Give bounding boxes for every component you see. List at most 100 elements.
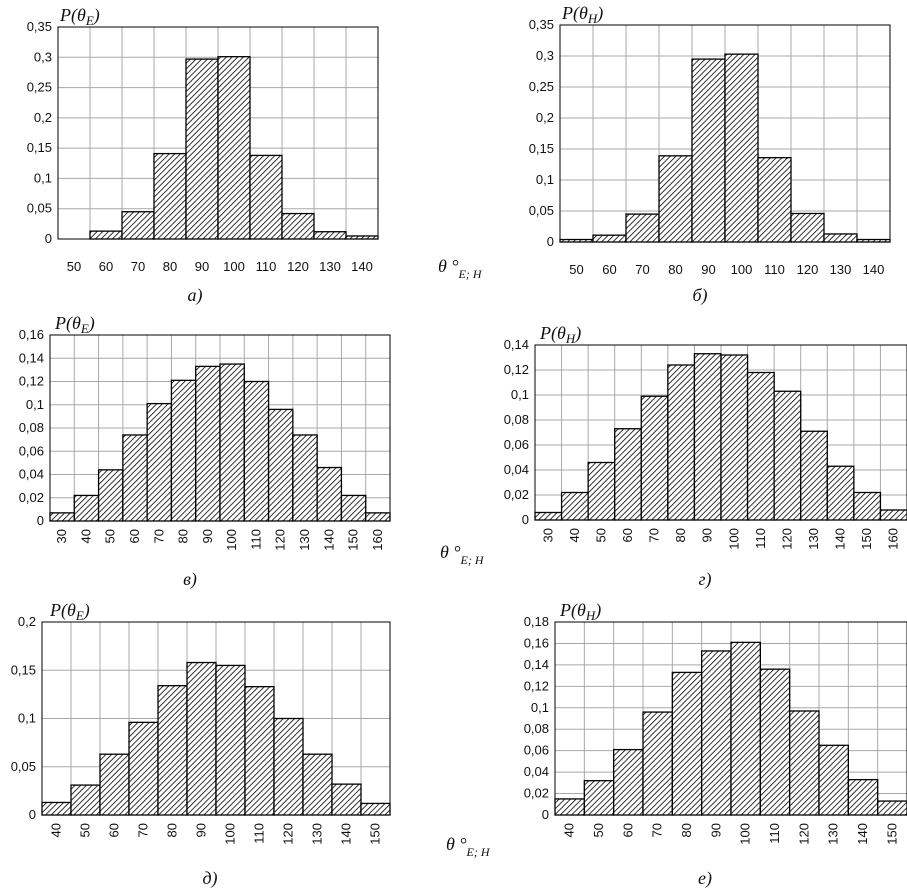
- chart-title-close: ): [596, 3, 603, 24]
- bar-70: [642, 711, 673, 816]
- chart-panel-0: 0 0,05 0,1 0,15 0,2 0,25 0,3 0,35 50 60 70 80 90 100 1…: [27, 5, 379, 306]
- bar-70: [640, 395, 669, 521]
- x-tick-label: 150: [346, 529, 361, 551]
- y-tick-label: 0,04: [19, 467, 44, 482]
- x-tick-label: 70: [635, 262, 649, 277]
- x-tick-label: 100: [726, 528, 741, 550]
- x-tick-label: 120: [281, 823, 296, 845]
- bar-40: [73, 494, 100, 522]
- chart-title-close: ): [93, 5, 100, 26]
- y-tick-label: 0,06: [504, 437, 529, 452]
- chart-panel-4: 0 0,05 0,1 0,15 0,2 40 50 60 70 80 90 100 110 120 130 1…: [11, 600, 391, 889]
- x-tick-label: 70: [136, 823, 151, 837]
- y-tick-label: 0,05: [529, 203, 554, 218]
- x-tick-label: 30: [54, 529, 69, 543]
- x-tick-label: 60: [602, 262, 616, 277]
- y-tick-label: 0,12: [504, 362, 529, 377]
- chart-title-close: ): [574, 323, 581, 344]
- bar-40: [41, 801, 72, 816]
- y-tick-label: 0,08: [504, 412, 529, 427]
- bar-90: [691, 58, 726, 243]
- x-tick-label: 110: [256, 259, 277, 274]
- y-tick-label: 0,06: [19, 443, 44, 458]
- bar-120: [790, 212, 825, 243]
- x-unit-subscript: E; H: [460, 553, 485, 567]
- x-tick-label: 130: [319, 259, 341, 274]
- y-tick-label: 0,2: [536, 110, 554, 125]
- y-tick-label: 0,1: [536, 172, 554, 187]
- bar-120: [789, 710, 820, 816]
- chart-title: P(θE): [54, 313, 95, 336]
- x-tick-label: 50: [67, 259, 81, 274]
- chart-title-close: ): [83, 600, 90, 621]
- x-tick-label: 140: [321, 529, 336, 551]
- chart-title-base: P(θ: [59, 5, 86, 26]
- x-tick-label: 140: [855, 823, 870, 845]
- y-tick-label: 0: [547, 234, 554, 249]
- y-tick-label: 0,05: [11, 759, 36, 774]
- bar-100: [720, 354, 749, 521]
- y-tick-label: 0: [37, 513, 44, 528]
- x-tick-label: 130: [826, 823, 841, 845]
- bar-60: [89, 230, 123, 240]
- bar-150: [340, 494, 367, 522]
- bar-150: [360, 802, 391, 816]
- y-tick-label: 0,2: [18, 614, 36, 629]
- chart-title-base: P(θ: [559, 600, 586, 621]
- x-tick-label: 150: [884, 823, 899, 845]
- x-tick-label: 80: [165, 823, 180, 837]
- chart-panel-3: 0 0,02 0,04 0,06 0,08 0,1 0,12 0,14 30 40 50 60 70 80…: [504, 323, 907, 590]
- x-tick-label: 90: [701, 262, 715, 277]
- chart-title-close: ): [594, 600, 601, 621]
- x-tick-label: 100: [738, 823, 753, 845]
- y-tick-label: 0,15: [529, 141, 554, 156]
- panel-caption: д): [202, 868, 217, 889]
- y-tick-label: 0: [542, 807, 549, 822]
- bar-70: [146, 402, 173, 522]
- bar-130: [313, 231, 347, 240]
- bar-90: [195, 365, 221, 522]
- chart-panel-2: 0 0,02 0,04 0,06 0,08 0,1 0,12 0,14 0,16 30 40 50 60…: [19, 313, 391, 590]
- y-tick-label: 0,14: [524, 657, 549, 672]
- chart-title-subscript: H: [587, 11, 598, 26]
- x-tick-label: 80: [668, 262, 682, 277]
- x-tick-label: 130: [830, 262, 852, 277]
- y-tick-label: 0,35: [529, 17, 554, 32]
- bar-120: [273, 717, 304, 816]
- y-tick-label: 0,05: [27, 201, 52, 216]
- panel-caption: в): [183, 569, 197, 590]
- x-tick-label: 130: [297, 529, 312, 551]
- y-tick-label: 0,15: [27, 140, 52, 155]
- x-tick-label: 110: [252, 823, 267, 844]
- chart-title-subscript: E: [80, 321, 89, 336]
- chart-title-base: P(θ: [54, 313, 81, 334]
- x-tick-label: 100: [223, 823, 238, 845]
- chart-title-base: P(θ: [49, 600, 76, 621]
- y-tick-label: 0,3: [536, 48, 554, 63]
- bar-40: [554, 798, 585, 816]
- y-tick-label: 0,3: [34, 49, 52, 64]
- x-tick-label: 120: [287, 259, 309, 274]
- x-tick-label: 60: [620, 823, 635, 837]
- panel-caption: е): [698, 868, 712, 889]
- chart-title: P(θH): [539, 323, 581, 346]
- x-unit-subscript: E; H: [458, 267, 483, 281]
- y-tick-label: 0,1: [18, 711, 36, 726]
- chart-title-subscript: H: [565, 331, 576, 346]
- y-tick-label: 0,25: [27, 80, 52, 95]
- bar-110: [746, 371, 775, 521]
- x-tick-label: 50: [569, 262, 583, 277]
- bar-70: [625, 213, 660, 243]
- x-tick-label: 60: [107, 823, 122, 837]
- bar-160: [365, 512, 391, 522]
- chart-title-subscript: E: [85, 13, 94, 28]
- y-tick-label: 0,12: [524, 678, 549, 693]
- x-tick-label: 100: [223, 259, 245, 274]
- x-unit-symbol: θ °: [440, 542, 461, 562]
- y-tick-label: 0,1: [531, 700, 549, 715]
- x-tick-label: 90: [200, 529, 215, 543]
- x-tick-label: 110: [248, 529, 263, 550]
- x-tick-label: 140: [351, 259, 373, 274]
- bar-100: [724, 53, 759, 243]
